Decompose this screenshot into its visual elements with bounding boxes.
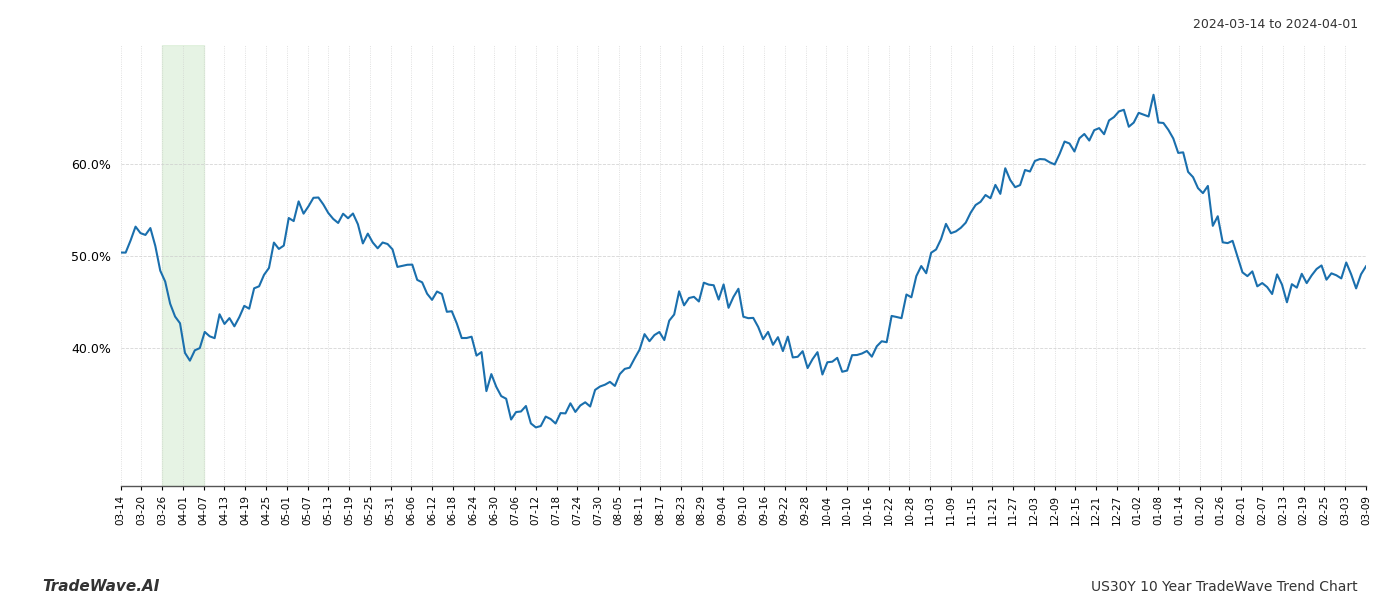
Text: TradeWave.AI: TradeWave.AI	[42, 579, 160, 594]
Text: 2024-03-14 to 2024-04-01: 2024-03-14 to 2024-04-01	[1193, 18, 1358, 31]
Bar	[162, 45, 204, 486]
Text: US30Y 10 Year TradeWave Trend Chart: US30Y 10 Year TradeWave Trend Chart	[1092, 580, 1358, 594]
